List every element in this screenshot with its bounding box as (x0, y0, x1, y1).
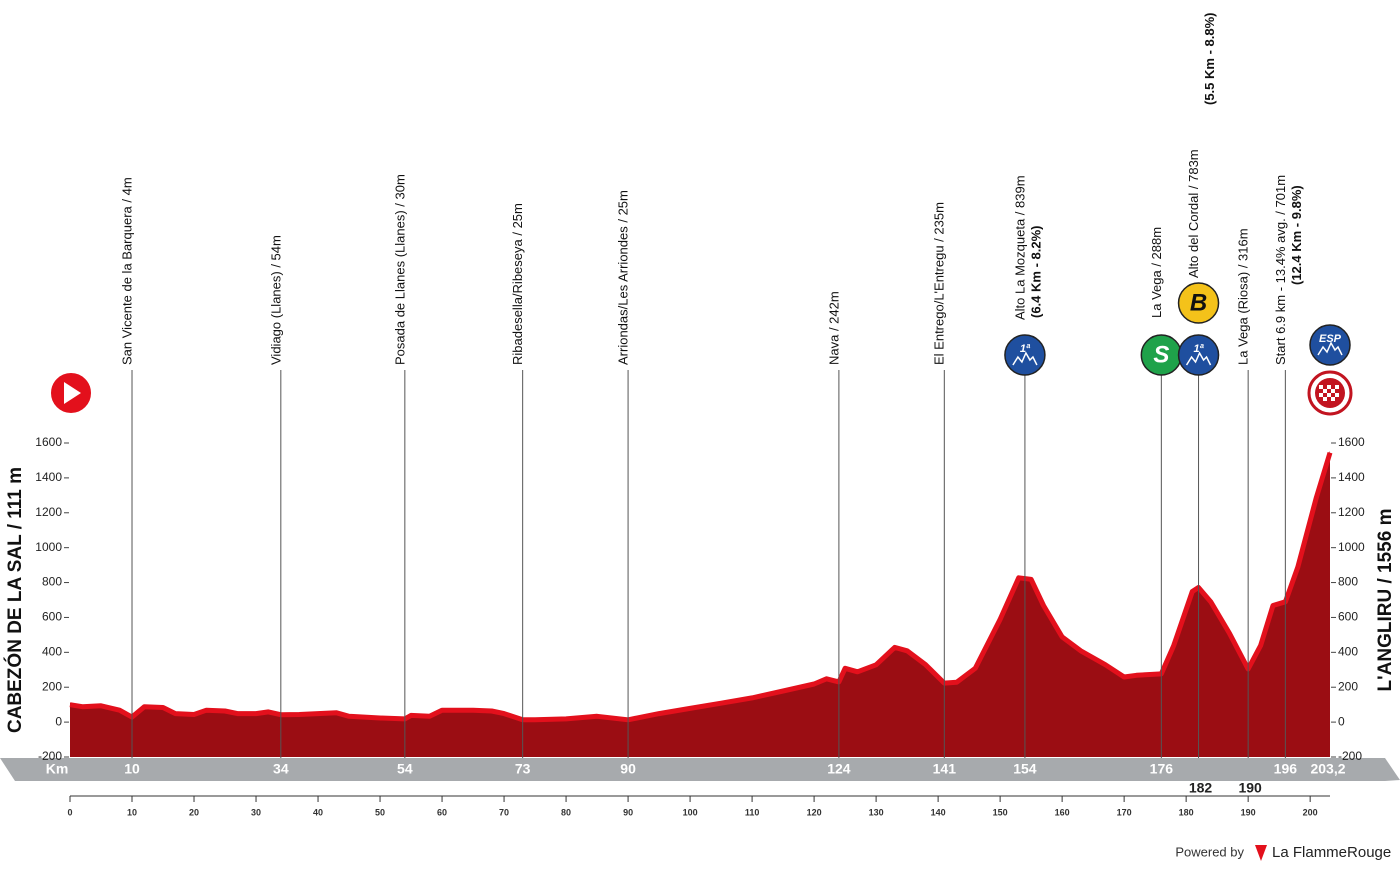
badge: B (1177, 282, 1220, 324)
y-tick-label-right: 1200 (1338, 505, 1365, 519)
waypoint-label: Start 6.9 km - 13.4% avg. / 701m (1273, 175, 1288, 365)
finish-icon (1307, 370, 1353, 416)
footer-logo (1255, 845, 1267, 861)
badge: 1ª (1004, 334, 1046, 376)
x-tick-label: 140 (931, 807, 946, 817)
y-tick-label: 800 (42, 575, 62, 589)
y-tick-label-right: 0 (1338, 714, 1345, 728)
waypoint-label: Alto La Mozqueta / 839m (1012, 175, 1027, 320)
y-tick-label-right: 1400 (1338, 470, 1365, 484)
x-tick-label: 70 (499, 807, 509, 817)
km-marker: 196 (1274, 761, 1298, 777)
km-bar (0, 758, 1400, 781)
x-tick-label: 200 (1303, 807, 1318, 817)
waypoint-label: Alto del Cordal / 783m (1186, 149, 1201, 278)
badge: ESP (1309, 324, 1351, 366)
x-tick-label: 80 (561, 807, 571, 817)
x-tick-label: 40 (313, 807, 323, 817)
badge-text: ESP (1319, 333, 1342, 345)
km-marker: 10 (124, 761, 140, 777)
km-marker: 176 (1150, 761, 1174, 777)
waypoint-label: Posada de Llanes (Llanes) / 30m (392, 174, 407, 365)
waypoint-label: Ribadesella/Ribeseya / 25m (510, 203, 525, 365)
x-tick-label: 120 (807, 807, 822, 817)
badge-mountain (1185, 351, 1212, 366)
waypoint-label: La Vega (Riosa) / 316m (1236, 228, 1251, 365)
y-tick-label-right: -200 (1338, 749, 1362, 763)
waypoint-label: San Vicente de la Barquera / 4m (119, 177, 134, 365)
waypoint-label: El Entrego/L'Entregu / 235m (932, 202, 947, 365)
waypoint-detail: (6.4 Km - 8.2%) (1028, 226, 1043, 318)
km-marker: 124 (827, 761, 851, 777)
y-tick-label: 600 (42, 610, 62, 624)
badge-text: 1ª (1193, 343, 1204, 355)
y-tick-label: 1000 (35, 540, 62, 554)
y-tick-label-right: 800 (1338, 575, 1358, 589)
x-tick-label: 20 (189, 807, 199, 817)
footer-prefix: Powered by (1175, 844, 1244, 859)
y-tick-label: 400 (42, 645, 62, 659)
x-tick-label: 10 (127, 807, 137, 817)
km-marker: 190 (1238, 780, 1262, 796)
x-tick-label: 110 (745, 807, 760, 817)
x-tick-label: 170 (1117, 807, 1132, 817)
x-tick-label: 30 (251, 807, 261, 817)
km-marker: 34 (273, 761, 289, 777)
x-tick-label: 190 (1241, 807, 1256, 817)
badge-text: S (1153, 341, 1169, 368)
elevation-edge (69, 451, 1333, 723)
km-marker: 182 (1189, 780, 1213, 796)
start-icon (49, 371, 93, 415)
km-marker: 90 (620, 761, 636, 777)
badge: 1ª (1177, 334, 1220, 376)
x-tick-label: 100 (683, 807, 698, 817)
waypoint-label: La Vega / 288m (1149, 227, 1164, 318)
y-tick-label-right: 400 (1338, 645, 1358, 659)
elevation-area (70, 450, 1330, 757)
y-tick-label: 1400 (35, 470, 62, 484)
x-tick-label: 0 (67, 807, 72, 817)
x-tick-label: 60 (437, 807, 447, 817)
badge-text: 1ª (1020, 343, 1031, 355)
y-tick-label: 1200 (35, 505, 62, 519)
km-marker: 154 (1013, 761, 1037, 777)
x-tick-label: 50 (375, 807, 385, 817)
badge-text: B (1190, 289, 1207, 316)
km-marker: 203,2 (1310, 761, 1345, 777)
y-tick-label-right: 1000 (1338, 540, 1365, 554)
km-label: Km (46, 761, 69, 777)
waypoint-label: Nava / 242m (826, 291, 841, 365)
x-tick-label: 90 (623, 807, 633, 817)
x-tick-label: 160 (1055, 807, 1070, 817)
km-marker: 73 (515, 761, 531, 777)
waypoint-detail: (12.4 Km - 9.8%) (1289, 185, 1304, 285)
km-marker: 141 (933, 761, 957, 777)
y-tick-label-right: 1600 (1338, 435, 1365, 449)
waypoint-label: Arriondas/Les Arriondes / 25m (616, 190, 631, 365)
x-tick-label: 180 (1179, 807, 1194, 817)
y-tick-label: 0 (55, 714, 62, 728)
badge-circle (1177, 282, 1220, 324)
waypoint-label: Vidiago (Llanes) / 54m (268, 235, 283, 365)
y-tick-label: 200 (42, 679, 62, 693)
footer-brand: La FlammeRouge (1272, 844, 1391, 861)
x-tick-label: 150 (993, 807, 1008, 817)
badge-mountain (1012, 351, 1038, 366)
start-label: CABEZÓN DE LA SAL / 111 m (4, 467, 26, 733)
badge-mountain (1317, 341, 1343, 356)
y-tick-label-right: 200 (1338, 679, 1358, 693)
finish-label: L'ANGLIRU / 1556 m (1375, 509, 1396, 692)
waypoint-detail: (5.5 Km - 8.8%) (1202, 13, 1217, 105)
badge: S (1140, 334, 1183, 376)
y-tick-label: 1600 (35, 435, 62, 449)
x-tick-label: 130 (869, 807, 884, 817)
y-tick-label-right: 600 (1338, 610, 1358, 624)
y-tick-label: -200 (38, 749, 62, 763)
km-marker: 54 (397, 761, 413, 777)
